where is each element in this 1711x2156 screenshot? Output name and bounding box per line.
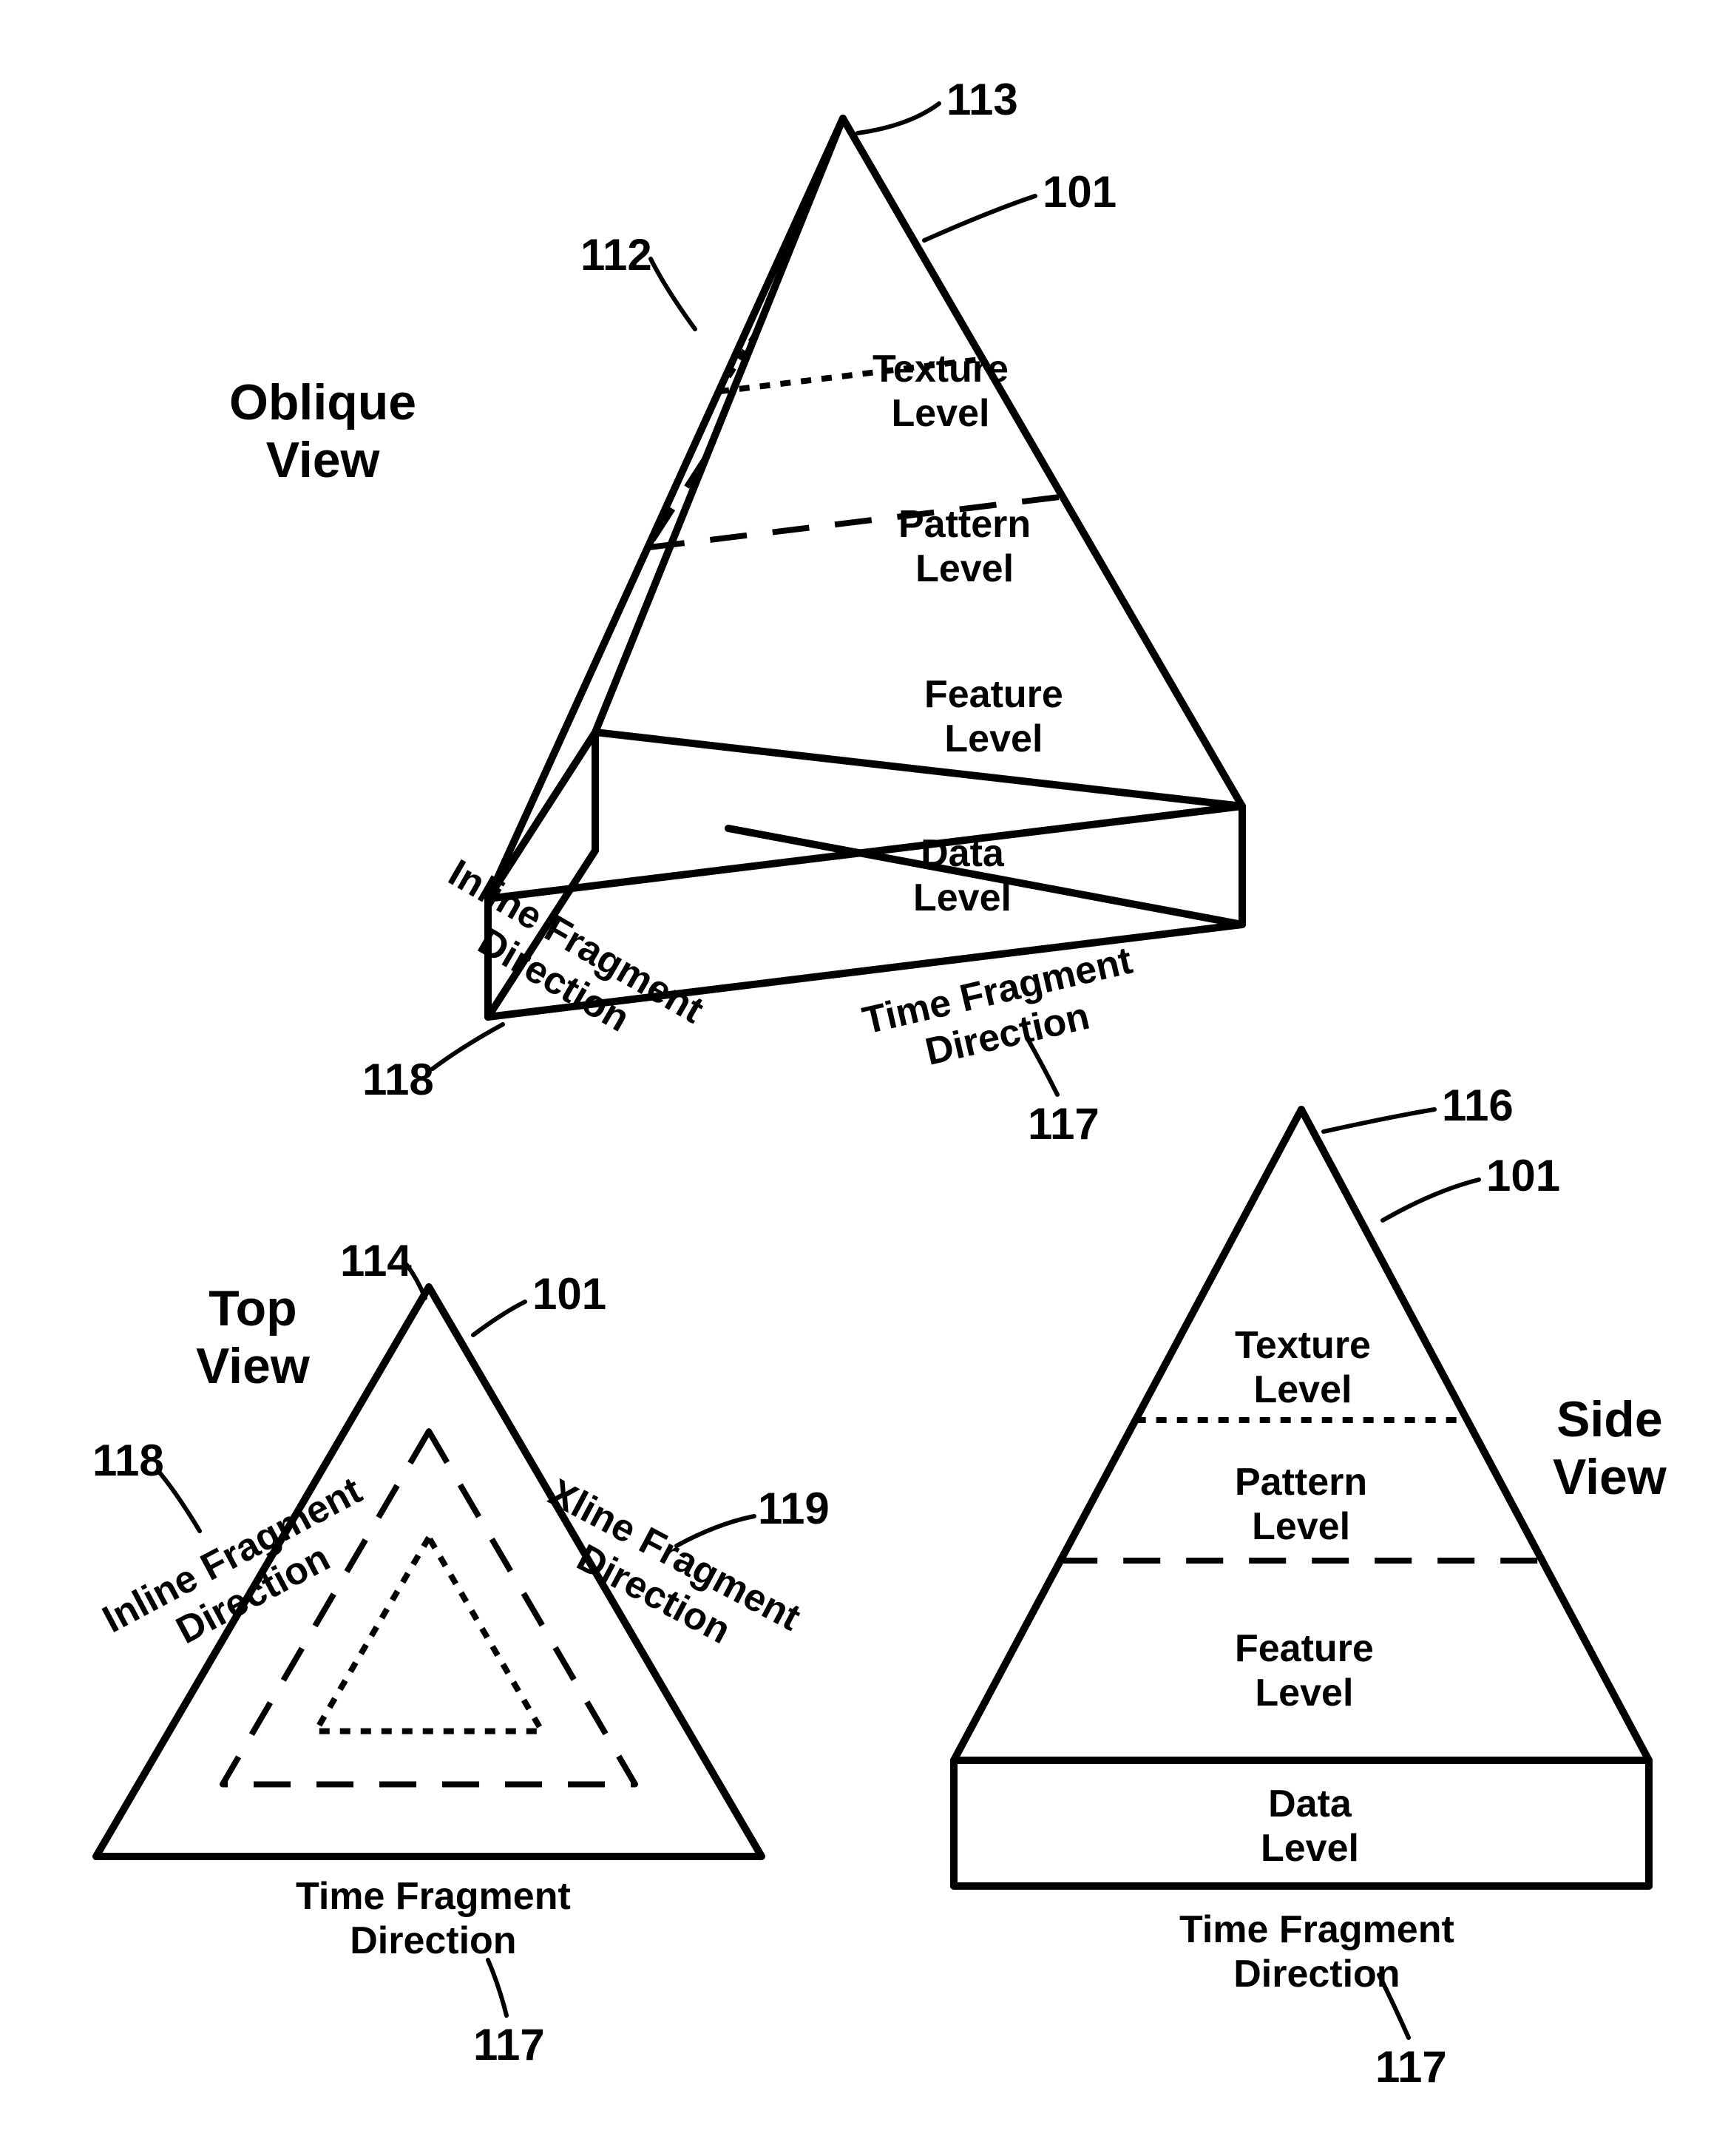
ref-101-side: 101 [1486, 1150, 1560, 1201]
ref-112: 112 [580, 229, 652, 280]
side-feature-label: FeatureLevel [1235, 1627, 1374, 1716]
ref-101-oblique: 101 [1043, 166, 1117, 217]
oblique-texture-label: TextureLevel [873, 348, 1009, 436]
ref-117-top: 117 [473, 2019, 545, 2070]
oblique-pattern-label: PatternLevel [898, 503, 1031, 592]
figure-svg [30, 30, 1711, 2126]
ref-101-top: 101 [532, 1268, 606, 1319]
ref-116: 116 [1442, 1080, 1514, 1131]
ref-118-top: 118 [92, 1435, 164, 1486]
ref-119: 119 [758, 1483, 830, 1534]
ref-114: 114 [340, 1235, 412, 1286]
ref-118-oblique: 118 [362, 1054, 434, 1105]
side-title: SideView [1553, 1390, 1667, 1506]
side-pattern-label: PatternLevel [1235, 1461, 1367, 1550]
oblique-data-label: DataLevel [913, 832, 1012, 921]
ref-117-oblique: 117 [1028, 1098, 1100, 1149]
side-time-axis: Time FragmentDirection [1179, 1908, 1454, 1997]
figure-canvas: ObliqueView TextureLevel PatternLevel Fe… [30, 30, 1711, 2126]
oblique-title: ObliqueView [229, 374, 416, 489]
top-time-axis: Time FragmentDirection [296, 1875, 571, 1964]
oblique-feature-label: FeatureLevel [924, 673, 1063, 762]
ref-117-side: 117 [1375, 2041, 1447, 2092]
side-texture-label: TextureLevel [1235, 1324, 1371, 1413]
top-title: TopView [196, 1280, 310, 1395]
ref-113: 113 [946, 74, 1018, 125]
side-data-label: DataLevel [1261, 1782, 1359, 1871]
